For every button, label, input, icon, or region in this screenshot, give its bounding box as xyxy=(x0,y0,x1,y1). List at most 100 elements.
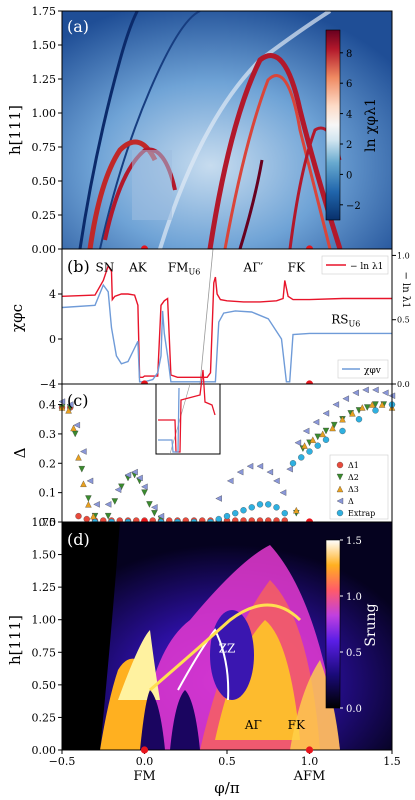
c-point-3-24 xyxy=(302,427,310,435)
ytick-label-1-0: −4 xyxy=(40,378,56,391)
svg-text:− ln λ1: − ln λ1 xyxy=(350,262,383,272)
b-rtick-label-0: 0.0 xyxy=(397,380,410,389)
panel-b-ylabel: χφc xyxy=(8,304,26,332)
c-point-3-4 xyxy=(86,477,94,485)
ytick-label-2-0: 0.0 xyxy=(39,516,57,529)
a-cbtick-label-3: 4 xyxy=(346,110,352,121)
panel-d-label: (d) xyxy=(67,530,90,549)
c-point-4-12 xyxy=(248,504,255,511)
c-point-2-8 xyxy=(301,442,308,449)
panel-c-label: (c) xyxy=(67,391,88,410)
c-point-3-22 xyxy=(286,465,293,473)
ytick-label-0-4: 1.00 xyxy=(32,107,57,120)
d-cbtick-label-2: 1.0 xyxy=(346,592,362,603)
c-point-2-15 xyxy=(368,401,376,408)
panel-d-heatmap-features xyxy=(62,522,340,750)
c-point-4-9 xyxy=(223,512,231,520)
panel-b-legend-blue: χφv xyxy=(337,359,389,379)
c-point-2-14 xyxy=(359,404,366,411)
a-cbtick-label-1: 0 xyxy=(346,170,352,181)
marker-point-3-0 xyxy=(140,746,149,754)
c-point-1-6 xyxy=(104,512,112,520)
panel-d-xticks: −0.5 0.0 0.5 1.0 1.5 xyxy=(49,750,401,768)
c-point-4-22 xyxy=(339,427,346,435)
c-point-3-28 xyxy=(342,395,349,402)
ytick-label-3-4: 1.00 xyxy=(32,614,57,627)
a-cbtick-label-0: −2 xyxy=(346,201,361,212)
d-cbtick-label-1: 0.5 xyxy=(346,648,362,659)
c-point-3-14 xyxy=(215,495,222,502)
panel-b-ylabel-right: − ln λ1 xyxy=(400,271,411,308)
panel-d-colorbar-label: Srung xyxy=(363,603,379,646)
panel-b-label: (b) xyxy=(67,257,90,276)
c-point-4-20 xyxy=(314,442,321,449)
panel-d-ylabel: h[111] xyxy=(6,615,24,665)
ytick-label-1-1: 0 xyxy=(49,333,56,346)
ytick-label-2-1: 0.1 xyxy=(39,487,57,500)
c-point-3-1 xyxy=(66,401,74,408)
panel-a-label: (a) xyxy=(67,17,89,36)
d-region-label-2: FK xyxy=(288,718,306,732)
c-point-3-18 xyxy=(256,462,264,470)
panel-a-colorbar-ticks: −2 0 2 4 6 8 xyxy=(340,49,361,212)
ytick-label-2-2: 0.2 xyxy=(39,457,57,470)
c-point-1-3 xyxy=(78,465,86,473)
c-point-2-7 xyxy=(293,506,300,514)
c-point-4-24 xyxy=(372,407,379,414)
c-point-4-8 xyxy=(215,515,222,523)
ytick-label-3-7: 1.75 xyxy=(32,516,57,529)
c-point-3-11 xyxy=(141,483,148,491)
c-point-1-26 xyxy=(372,401,379,408)
c-legend-label-2: Δ3 xyxy=(348,485,359,494)
c-point-2-11 xyxy=(329,424,336,432)
panel-c-series xyxy=(58,386,396,526)
c-point-1-14 xyxy=(151,510,158,517)
d-region-label-0: ZZ xyxy=(219,641,236,655)
c-legend-marker-3 xyxy=(336,497,344,505)
ytick-label-2-3: 0.3 xyxy=(39,428,57,441)
c-point-3-15 xyxy=(226,477,234,485)
c-point-1-20 xyxy=(322,427,330,435)
c-point-2-4 xyxy=(80,480,87,487)
c-point-3-16 xyxy=(236,468,244,476)
panel-d-extra-xlabels: FM AFM xyxy=(133,769,325,784)
c-point-2-12 xyxy=(339,415,346,423)
ytick-label-3-5: 1.25 xyxy=(32,581,57,594)
panel-b-series-blue xyxy=(62,283,392,383)
a-cbtick-label-2: 2 xyxy=(346,140,352,151)
panel-b: (b) −404 0.00.51.0 χφc − ln λ1 SN AK FMU6 A… xyxy=(8,248,411,391)
ytick-label-3-3: 0.75 xyxy=(32,646,57,659)
ytick-label-0-6: 1.50 xyxy=(32,39,57,52)
d-xtick-label-2: 0.5 xyxy=(218,755,236,768)
c-point-3-23 xyxy=(294,439,302,446)
phase-label-1: AK xyxy=(128,261,148,275)
panel-a-heatmap-features xyxy=(78,11,343,249)
c-point-4-21 xyxy=(322,436,330,443)
panel-d-region-labels: ZZ AΓ FK xyxy=(219,641,306,732)
d-region-label-1: AΓ xyxy=(244,718,262,732)
c-point-1-8 xyxy=(118,483,125,491)
panel-d-colorbar xyxy=(325,539,341,709)
c-point-3-31 xyxy=(372,386,379,394)
d-extra-label-0: FM xyxy=(133,769,155,784)
c-point-2-6 xyxy=(90,512,97,520)
ytick-label-0-1: 0.25 xyxy=(32,209,57,222)
c-point-3-5 xyxy=(93,501,100,508)
c-point-3-17 xyxy=(246,462,254,470)
b-rtick-label-1: 0.5 xyxy=(397,316,410,325)
c-point-4-19 xyxy=(306,448,313,455)
c-point-3-3 xyxy=(80,448,87,455)
c-point-1-25 xyxy=(364,404,371,411)
ytick-label-0-7: 1.75 xyxy=(32,5,57,18)
panel-d-yticks: 0.00 0.25 0.50 0.75 1.00 1.25 1.50 1.75 xyxy=(32,516,62,757)
panel-c-legend: Δ1 Δ2 Δ3 Δ Extrap xyxy=(329,454,389,520)
c-point-4-23 xyxy=(355,416,363,423)
panel-a-ylabel: h[111] xyxy=(6,105,24,155)
panel-a-colorbar-label: ln χφλ1 xyxy=(363,98,379,152)
a-cbtick-label-5: 8 xyxy=(346,49,352,60)
c-point-2-16 xyxy=(378,401,386,408)
ytick-label-3-6: 1.50 xyxy=(32,549,57,562)
panel-c-inset xyxy=(155,369,221,455)
phase-label-3: AΓ′ xyxy=(243,261,264,275)
